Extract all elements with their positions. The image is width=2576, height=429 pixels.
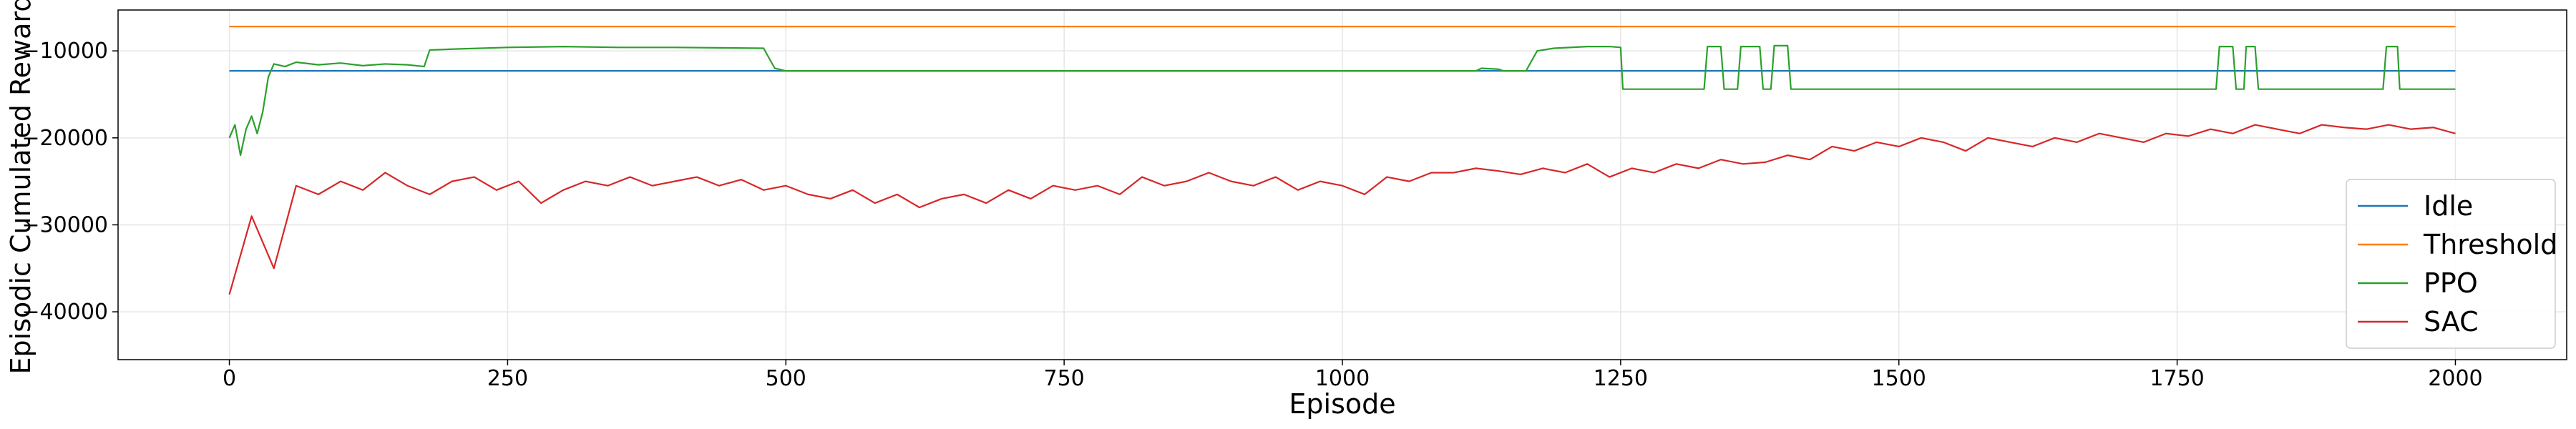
legend: Idle Threshold PPO SAC (2346, 179, 2557, 349)
y-tick-label: −30000 (21, 212, 108, 237)
series-line (228, 124, 2456, 295)
legend-label: Threshold (2423, 229, 2557, 260)
legend-label: PPO (2424, 267, 2478, 299)
x-tick-label: 250 (487, 366, 528, 391)
grid (118, 10, 2567, 360)
series-line (228, 44, 2456, 157)
legend-box (2346, 179, 2556, 349)
x-tick-label: 0 (223, 366, 236, 391)
legend-label: Idle (2424, 190, 2473, 222)
y-tick-label: −20000 (21, 126, 108, 151)
x-tick-label: 1250 (1594, 366, 1648, 391)
plot-frame (117, 9, 2567, 360)
y-axis-label: Episodic Cumulated Reward (5, 0, 36, 374)
x-tick-label: 1000 (1315, 366, 1370, 391)
y-tick-label: −40000 (21, 300, 108, 325)
y-tick-label: −10000 (21, 39, 108, 64)
x-axis-label: Episode (1289, 388, 1395, 420)
legend-label: SAC (2424, 306, 2479, 337)
x-tick-label: 750 (1044, 366, 1085, 391)
x-tick-label: 2000 (2428, 366, 2482, 391)
x-tick-label: 1500 (1872, 366, 1926, 391)
x-tick-label: 500 (766, 366, 806, 391)
x-tick-label: 1750 (2150, 366, 2204, 391)
